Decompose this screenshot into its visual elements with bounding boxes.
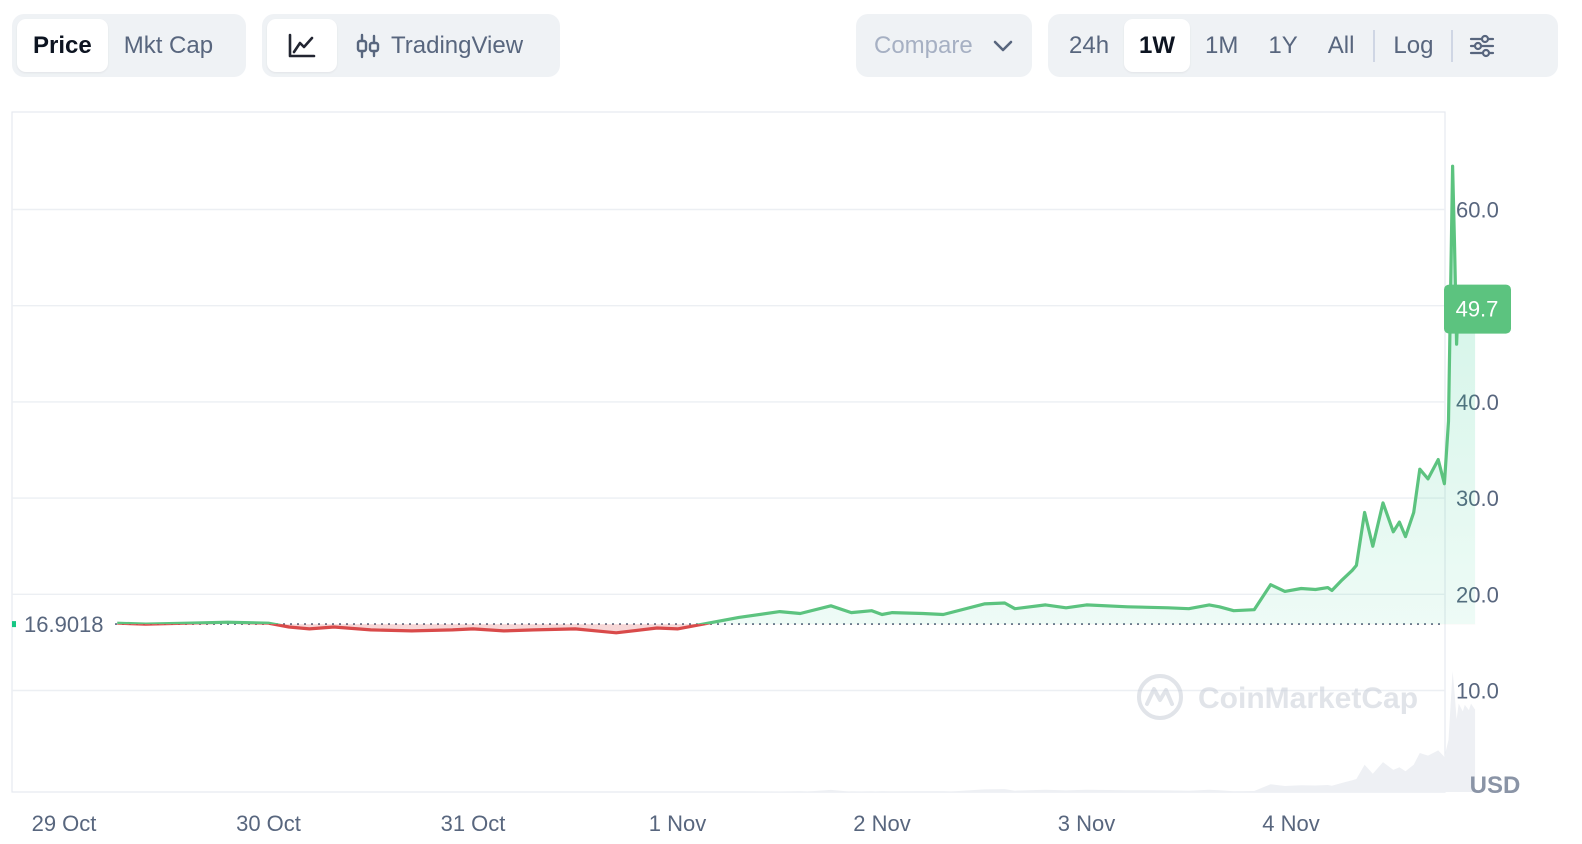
price-line-down [117, 624, 712, 635]
range-24h[interactable]: 24h [1069, 31, 1110, 59]
chart-settings-button[interactable] [1457, 19, 1507, 72]
x-tick-label: 4 Nov [1262, 811, 1319, 836]
x-tick-label: 29 Oct [32, 811, 97, 836]
range-1m[interactable]: 1M [1205, 31, 1239, 59]
candlestick-icon [355, 33, 381, 59]
x-tick-label: 30 Oct [236, 811, 301, 836]
tradingview-button[interactable]: TradingView [337, 19, 537, 72]
y-tick-label: 60.0 [1456, 198, 1499, 223]
tab-price[interactable]: Price [17, 19, 108, 72]
current-price-badge: 49.7 [1444, 284, 1511, 334]
x-tick-label: 31 Oct [441, 811, 506, 836]
current-price-label: 49.7 [1456, 297, 1499, 322]
line-chart-button[interactable] [267, 19, 337, 72]
range-1w[interactable]: 1W [1124, 19, 1191, 72]
range-1y[interactable]: 1Y [1268, 31, 1298, 59]
metric-toggle: Price Mkt Cap [12, 14, 246, 77]
range-all[interactable]: All [1327, 31, 1355, 59]
x-tick-label: 2 Nov [853, 811, 910, 836]
settings-divider [1451, 29, 1454, 62]
tab-market-cap[interactable]: Mkt Cap [123, 31, 214, 59]
log-scale-button[interactable]: Log [1393, 31, 1434, 59]
compare-dropdown[interactable]: Compare [856, 14, 1032, 77]
time-range-selector: 24h 1W 1M 1Y All Log [1048, 14, 1558, 77]
x-tick-label: 3 Nov [1058, 811, 1115, 836]
coinmarketcap-watermark: CoinMarketCap [1137, 674, 1418, 720]
coinmarketcap-logo-icon [1137, 674, 1183, 720]
baseline-marker [12, 621, 16, 628]
plot-frame [11, 111, 1446, 793]
watermark-text: CoinMarketCap [1198, 682, 1418, 715]
range-divider [1373, 29, 1376, 62]
y-tick-label: 10.0 [1456, 679, 1499, 704]
baseline-label: 16.9018 [24, 612, 104, 637]
line-chart-icon [287, 33, 317, 59]
currency-label: USD [1470, 772, 1521, 799]
x-tick-label: 1 Nov [649, 811, 706, 836]
grid-lines [12, 208, 1445, 692]
chevron-down-icon [992, 39, 1014, 53]
price-line-up [117, 164, 1477, 625]
tradingview-label: TradingView [391, 31, 524, 59]
compare-label: Compare [874, 31, 973, 59]
chart-view-toggle: TradingView [262, 14, 560, 77]
sliders-icon [1469, 34, 1495, 58]
x-axis: 29 Oct 30 Oct 31 Oct 1 Nov 2 Nov 3 Nov 4 Nov [32, 811, 1320, 836]
